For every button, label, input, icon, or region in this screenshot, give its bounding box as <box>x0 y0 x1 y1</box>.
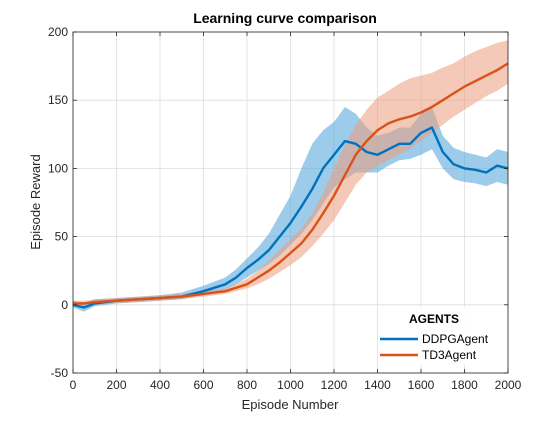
legend-title: AGENTS <box>409 312 459 326</box>
confidence-bands <box>73 40 508 312</box>
band-td3 <box>73 40 508 307</box>
x-tick-label: 400 <box>150 378 170 392</box>
x-tick-label: 1200 <box>321 378 348 392</box>
x-tick-label: 2000 <box>495 378 522 392</box>
y-tick-label: 50 <box>55 230 69 244</box>
y-tick-label: 150 <box>48 93 68 107</box>
series-lines <box>72 62 509 309</box>
x-tick-label: 1600 <box>408 378 435 392</box>
y-tick-label: 0 <box>61 298 68 312</box>
y-tick-labels: -50 0 50 100 150 200 <box>48 25 68 380</box>
x-tick-label: 1400 <box>364 378 391 392</box>
legend: AGENTS DDPGAgent TD3Agent <box>378 307 504 365</box>
axis-ticks <box>72 31 509 374</box>
x-tick-label: 1800 <box>451 378 478 392</box>
y-tick-label: 100 <box>48 161 68 175</box>
x-tick-label: 600 <box>193 378 213 392</box>
x-tick-labels: 0 200 400 600 800 1000 1200 1400 1600 1800 2000 <box>70 378 522 392</box>
x-axis-label: Episode Number <box>242 397 339 412</box>
x-tick-label: 1000 <box>277 378 304 392</box>
y-axis-label: Episode Reward <box>28 154 43 249</box>
series-line-td3 <box>73 62 509 305</box>
chart-title: Learning curve comparison <box>193 10 377 26</box>
y-tick-label: 200 <box>48 25 68 39</box>
x-tick-label: 200 <box>106 378 126 392</box>
y-tick-label: -50 <box>51 366 69 380</box>
legend-label-ddpg: DDPGAgent <box>422 332 489 346</box>
band-ddpg <box>73 107 508 312</box>
x-tick-label: 0 <box>70 378 77 392</box>
legend-label-td3: TD3Agent <box>422 348 477 362</box>
x-tick-label: 800 <box>237 378 257 392</box>
